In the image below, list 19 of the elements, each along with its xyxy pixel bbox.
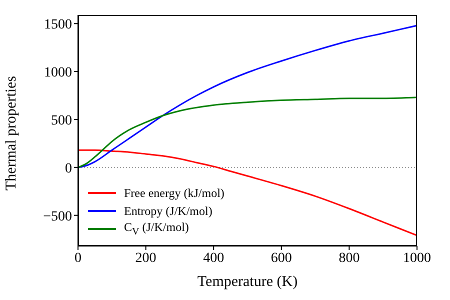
legend-label: Free energy (kJ/mol): [124, 186, 224, 200]
line-series: [78, 96, 417, 168]
line-series: [78, 24, 417, 168]
y-tick-label: 0: [65, 161, 72, 176]
legend-label: C$_{V}$ (J/K/mol): [124, 220, 189, 238]
x-tick-label: 0: [74, 250, 82, 266]
legend-label: Entropy (J/K/mol): [124, 204, 212, 218]
x-tick-label: 1000: [403, 250, 431, 266]
y-tick-label: 1000: [44, 66, 72, 81]
x-tick-label: 800: [338, 250, 360, 266]
x-tick-label: 400: [203, 250, 224, 266]
x-axis-title: Temperature (K): [197, 274, 298, 290]
x-tick-label: 200: [135, 250, 156, 266]
y-tick-label: 1500: [44, 18, 72, 33]
y-tick-label: 500: [51, 113, 72, 128]
line-series: [78, 149, 417, 236]
y-axis-title: Thermal properties: [3, 76, 20, 190]
x-tick-label: 600: [270, 250, 292, 266]
y-tick-label: −500: [43, 209, 72, 224]
